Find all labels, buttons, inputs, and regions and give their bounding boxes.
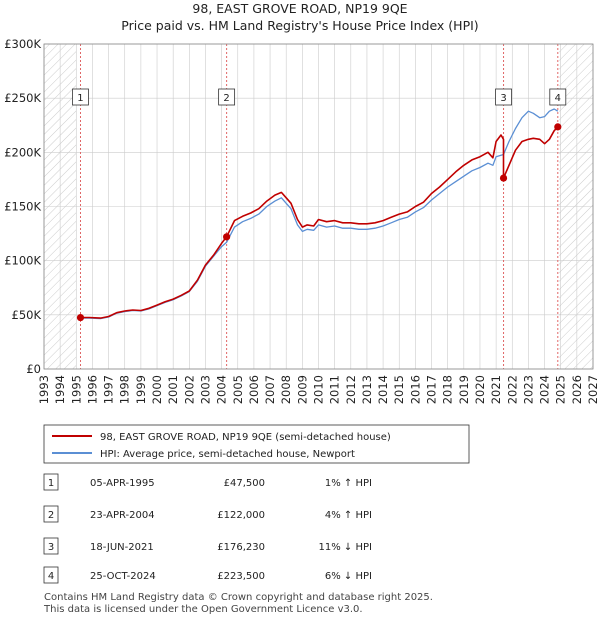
x-tick-label: 2008 (279, 375, 293, 404)
x-tick-label: 2006 (247, 375, 261, 404)
transaction-markers: 1 2 3 4 (72, 88, 567, 322)
row-date: 18-JUN-2021 (90, 542, 154, 553)
marker-label: 2 (223, 93, 229, 104)
y-tick-label: £50K (12, 308, 42, 322)
x-tick-label: 2007 (263, 375, 277, 404)
x-tick-label: 2003 (198, 375, 212, 404)
row-number-box (43, 537, 59, 555)
x-tick-label: 1995 (69, 375, 83, 404)
x-tick-label: 2004 (215, 375, 229, 404)
footer-licence: This data is licensed under the Open Gov… (43, 604, 363, 615)
sale-point (554, 123, 562, 131)
legend-property-label: 98, EAST GROVE ROAD, NP19 9QE (semi-deta… (100, 432, 391, 443)
row-number-box (43, 566, 59, 584)
x-tick-label: 2010 (312, 375, 326, 404)
row-hpi: 6% ↓ HPI (325, 571, 372, 582)
series-lines (80, 108, 559, 320)
marker-label-box (495, 88, 512, 106)
x-tick-label: 2024 (538, 375, 552, 404)
legend: 98, EAST GROVE ROAD, NP19 9QE (semi-deta… (43, 424, 470, 464)
x-tick-label: 2023 (521, 375, 535, 404)
y-tick-label: £0 (26, 362, 41, 376)
row-price: £47,500 (224, 478, 265, 489)
x-tick-label: 2017 (425, 375, 439, 404)
x-tick-label: 1999 (134, 375, 148, 404)
property-price-line (80, 126, 559, 319)
x-tick-label: 2011 (328, 375, 342, 404)
row-number: 4 (48, 571, 54, 582)
x-tick-label: 2026 (570, 375, 584, 404)
x-tick-label: 1998 (118, 375, 132, 404)
marker-label-box (549, 88, 567, 106)
y-tick-label: £250K (4, 91, 41, 105)
x-tick-label: 2025 (554, 375, 568, 404)
chart-subtitle: Price paid vs. HM Land Registry's House … (121, 18, 478, 33)
x-tick-label: 2022 (505, 375, 519, 404)
footer-copyright: Contains HM Land Registry data © Crown c… (44, 592, 433, 603)
row-date: 23-APR-2004 (90, 510, 155, 521)
x-tick-label: 2002 (182, 375, 196, 404)
plot-area (43, 43, 594, 370)
y-tick-label: £300K (4, 37, 41, 51)
x-tick-label: 2005 (231, 375, 245, 404)
y-tick-label: £200K (4, 145, 41, 159)
hpi-line (80, 108, 559, 320)
x-tick-label: 2021 (489, 375, 503, 404)
row-number-box (43, 473, 59, 491)
row-price: £176,230 (217, 542, 265, 553)
legend-box (43, 424, 470, 464)
transactions-table: 1 05-APR-1995 £47,500 1% ↑ HPI 2 23-APR-… (43, 473, 372, 584)
transaction-row: 1 05-APR-1995 £47,500 1% ↑ HPI (43, 473, 372, 491)
transaction-row: 3 18-JUN-2021 £176,230 11% ↓ HPI (43, 537, 372, 555)
transaction-row: 4 25-OCT-2024 £223,500 6% ↓ HPI (43, 566, 372, 584)
sale-point (499, 174, 508, 182)
row-date: 25-OCT-2024 (90, 571, 156, 582)
y-tick-label: £150K (4, 200, 41, 214)
row-price: £122,000 (217, 510, 265, 521)
chart-title: 98, EAST GROVE ROAD, NP19 9QE (192, 1, 407, 16)
x-tick-label: 2009 (295, 375, 309, 404)
x-tick-label: 2019 (457, 375, 471, 404)
row-number: 1 (48, 478, 54, 489)
x-tick-label: 1994 (53, 375, 67, 404)
x-axis: 1993 1994 1995 1996 1997 1998 1999 2000 2001 2002… (37, 375, 600, 404)
x-tick-label: 2027 (586, 375, 600, 404)
x-tick-label: 2013 (360, 375, 374, 404)
row-number: 2 (48, 510, 54, 521)
row-date: 05-APR-1995 (90, 478, 155, 489)
transaction-row: 2 23-APR-2004 £122,000 4% ↑ HPI (43, 505, 372, 523)
x-tick-label: 2012 (344, 375, 358, 404)
row-hpi: 11% ↓ HPI (319, 542, 372, 553)
y-axis: £0 £50K £100K £150K £200K £250K £300K (4, 37, 41, 376)
x-tick-label: 2018 (441, 375, 455, 404)
x-tick-label: 2020 (473, 375, 487, 404)
marker-label-box (72, 88, 89, 106)
x-tick-label: 2000 (150, 375, 164, 404)
row-price: £223,500 (217, 571, 265, 582)
row-number-box (43, 505, 59, 523)
marker-label: 3 (500, 93, 506, 104)
sale-point (223, 233, 231, 241)
x-tick-label: 1997 (102, 375, 116, 404)
x-tick-label: 2001 (166, 375, 180, 404)
marker-label: 4 (555, 93, 561, 104)
marker-label-box (218, 88, 236, 106)
x-tick-label: 1996 (85, 375, 99, 404)
row-number: 3 (48, 542, 54, 553)
row-hpi: 4% ↑ HPI (325, 510, 372, 521)
x-tick-label: 2015 (392, 375, 406, 404)
x-tick-label: 2014 (376, 375, 390, 404)
row-hpi: 1% ↑ HPI (325, 478, 372, 489)
x-tick-label: 1993 (37, 375, 51, 404)
y-tick-label: £100K (4, 254, 41, 268)
sale-point (76, 313, 85, 322)
x-tick-label: 2016 (408, 375, 422, 404)
legend-hpi-label: HPI: Average price, semi-detached house,… (100, 449, 355, 460)
marker-label: 1 (77, 93, 83, 104)
